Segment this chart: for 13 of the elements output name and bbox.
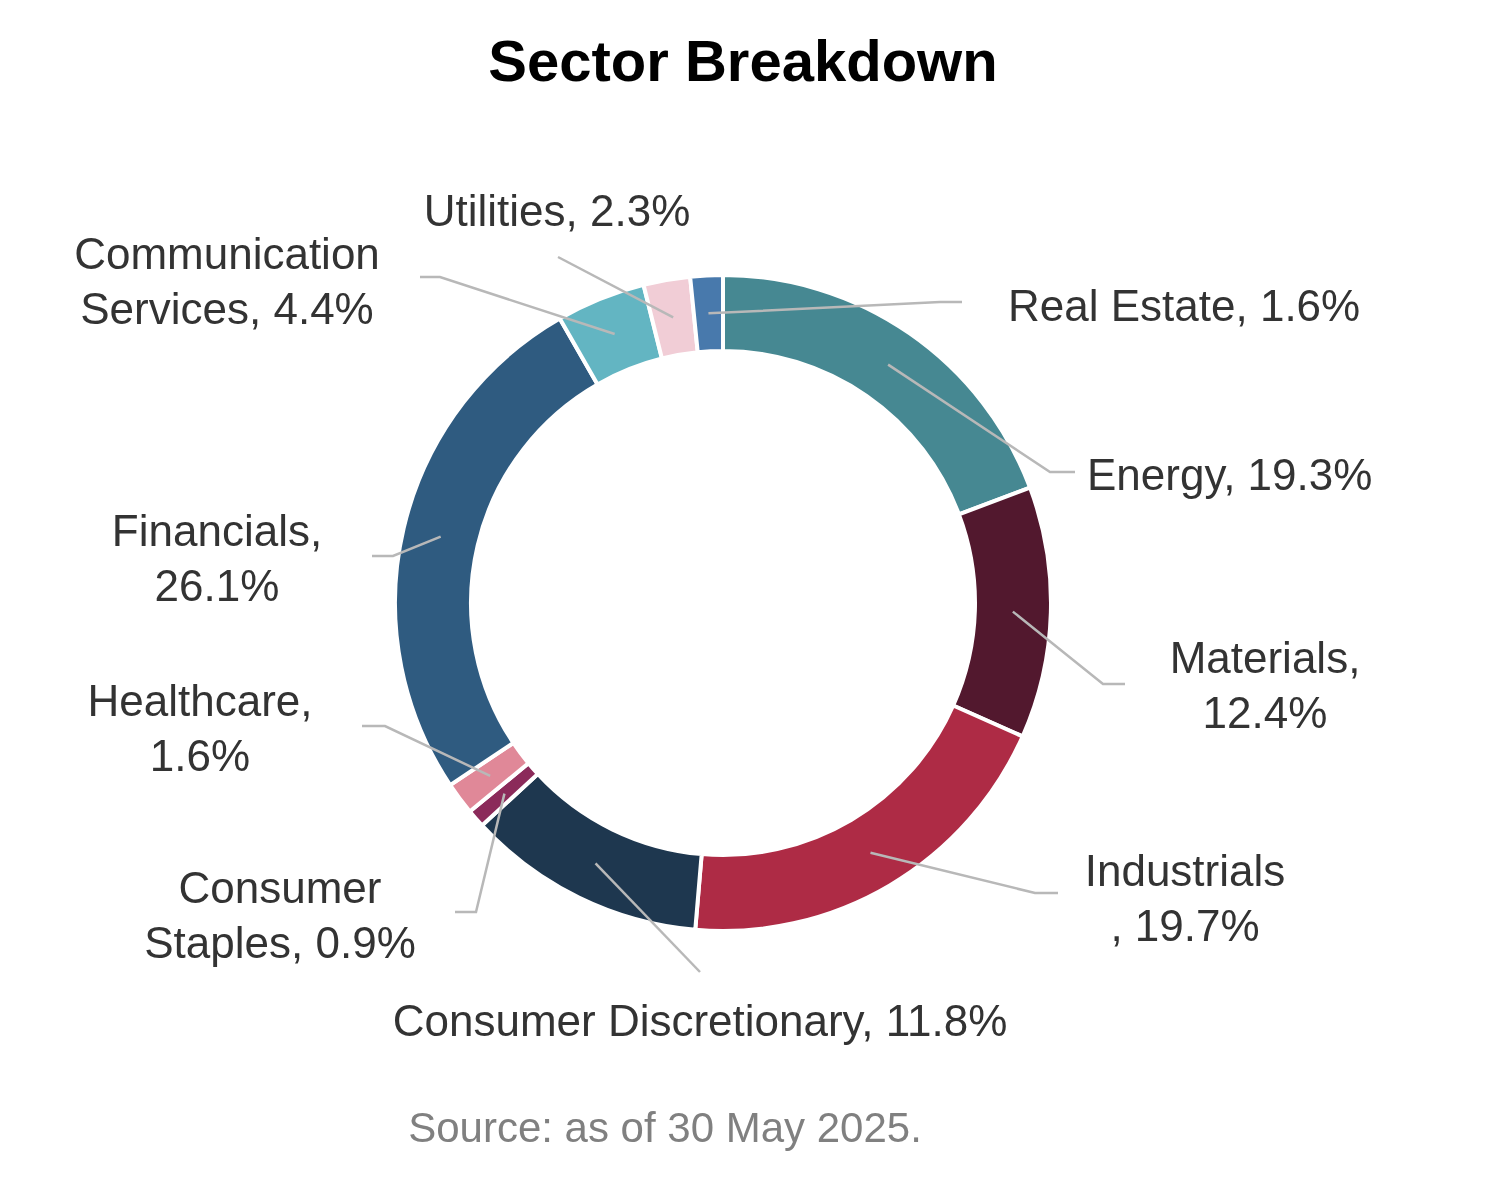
data-label: , 19.7% <box>1110 900 1260 950</box>
slice-label: Utilities, 2.3% <box>423 185 691 235</box>
slice-label: Financials, 26.1% <box>111 505 323 610</box>
slice-label: Healthcare, 1.6% <box>87 675 313 780</box>
slice-label: Real Estate, 1.6% <box>1008 280 1361 330</box>
slice-label: Consumer Staples, 0.9% <box>144 862 416 967</box>
slice-label: Materials, 12.4% <box>1169 632 1361 737</box>
slice-label: Industrials <box>1084 845 1286 895</box>
slice-label: Energy, 19.3% <box>1087 449 1373 499</box>
source-note: Source: as of 30 May 2025. <box>408 1103 922 1151</box>
slice-label: Communication Services, 4.4% <box>74 228 380 333</box>
slice-label: Consumer Discretionary, 11.8% <box>392 995 1008 1045</box>
chart-title: Sector Breakdown <box>488 27 998 93</box>
